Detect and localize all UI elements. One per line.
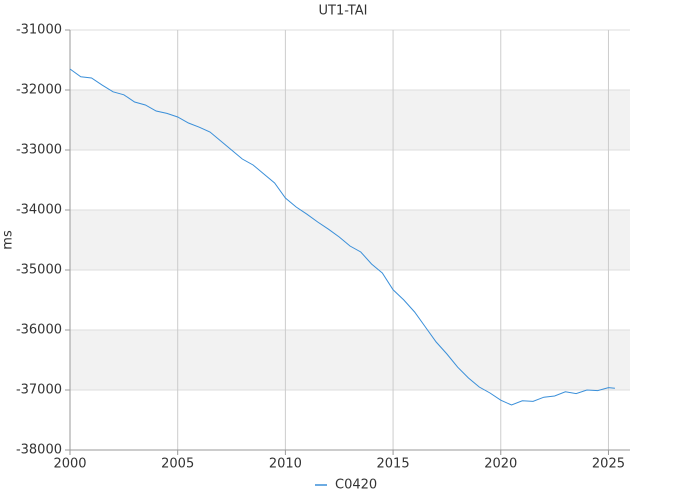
y-tick-label: -37000 [16, 383, 62, 398]
chart-title: UT1-TAI [319, 4, 368, 19]
x-tick-label: 2010 [269, 457, 302, 472]
grid-band [70, 330, 630, 390]
data-line [69, 68, 615, 406]
grid-band [70, 210, 630, 270]
y-tick-label: -36000 [16, 323, 62, 338]
y-tick-label: -32000 [16, 83, 62, 98]
legend-label: C0420 [335, 478, 377, 493]
y-axis-label: ms [1, 230, 16, 250]
x-tick-label: 2020 [484, 457, 517, 472]
x-tick-label: 2015 [377, 457, 410, 472]
grid-band [70, 90, 630, 150]
y-tick-label: -35000 [16, 263, 62, 278]
x-tick-label: 2005 [161, 457, 194, 472]
x-tick-label: 2025 [592, 457, 625, 472]
x-tick-label: 2000 [53, 457, 86, 472]
y-tick-label: -33000 [16, 143, 62, 158]
y-tick-label: -34000 [16, 203, 62, 218]
y-tick-label: -38000 [16, 443, 62, 458]
y-tick-label: -31000 [16, 23, 62, 38]
